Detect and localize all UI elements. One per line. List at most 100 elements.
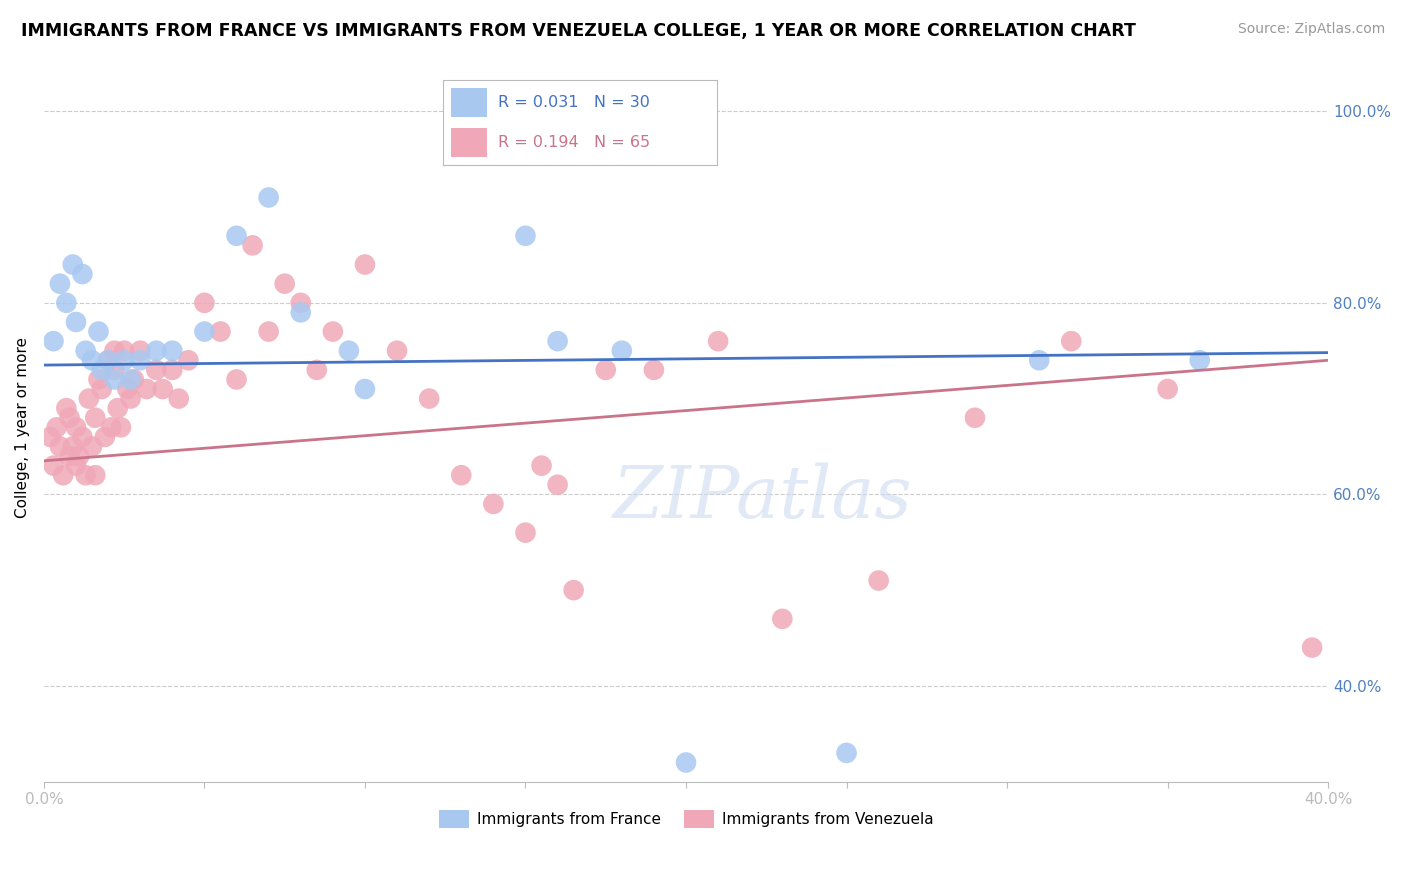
- Point: [58, 449, 80, 463]
- Point: [209, 325, 232, 339]
- Point: [225, 372, 247, 386]
- Point: [257, 190, 280, 204]
- Point: [193, 325, 215, 339]
- Point: [963, 410, 986, 425]
- Point: [610, 343, 633, 358]
- Point: [84, 410, 107, 425]
- Point: [65, 315, 87, 329]
- Point: [107, 401, 129, 416]
- Point: [482, 497, 505, 511]
- Point: [562, 583, 585, 598]
- Point: [58, 410, 80, 425]
- Point: [193, 295, 215, 310]
- Point: [100, 420, 122, 434]
- Point: [167, 392, 190, 406]
- Point: [129, 353, 152, 368]
- Point: [145, 363, 167, 377]
- Point: [450, 468, 472, 483]
- Point: [354, 382, 377, 396]
- Point: [135, 382, 157, 396]
- Point: [322, 325, 344, 339]
- Text: R = 0.031   N = 30: R = 0.031 N = 30: [498, 95, 650, 110]
- Point: [530, 458, 553, 473]
- Point: [49, 440, 72, 454]
- Point: [290, 295, 312, 310]
- Point: [273, 277, 295, 291]
- Point: [129, 343, 152, 358]
- Point: [77, 392, 100, 406]
- Point: [1028, 353, 1050, 368]
- Point: [257, 325, 280, 339]
- Point: [177, 353, 200, 368]
- Point: [80, 353, 103, 368]
- Point: [75, 468, 97, 483]
- Point: [1188, 353, 1211, 368]
- Point: [55, 401, 77, 416]
- Point: [162, 363, 184, 377]
- Point: [112, 353, 135, 368]
- Point: [72, 430, 94, 444]
- Point: [120, 392, 142, 406]
- Point: [385, 343, 408, 358]
- Point: [55, 295, 77, 310]
- Point: [162, 343, 184, 358]
- Point: [62, 258, 84, 272]
- Point: [49, 277, 72, 291]
- Point: [110, 420, 132, 434]
- Point: [835, 746, 858, 760]
- Point: [90, 382, 112, 396]
- Point: [145, 343, 167, 358]
- Legend: Immigrants from France, Immigrants from Venezuela: Immigrants from France, Immigrants from …: [433, 805, 939, 834]
- Point: [643, 363, 665, 377]
- Point: [305, 363, 328, 377]
- Point: [707, 334, 730, 348]
- Point: [94, 430, 117, 444]
- Point: [75, 343, 97, 358]
- Point: [1301, 640, 1323, 655]
- Point: [62, 440, 84, 454]
- Text: Source: ZipAtlas.com: Source: ZipAtlas.com: [1237, 22, 1385, 37]
- Point: [65, 458, 87, 473]
- Text: IMMIGRANTS FROM FRANCE VS IMMIGRANTS FROM VENEZUELA COLLEGE, 1 YEAR OR MORE CORR: IMMIGRANTS FROM FRANCE VS IMMIGRANTS FRO…: [21, 22, 1136, 40]
- Point: [67, 449, 90, 463]
- FancyBboxPatch shape: [451, 128, 486, 157]
- Point: [87, 325, 110, 339]
- Point: [1156, 382, 1178, 396]
- Point: [97, 353, 120, 368]
- Point: [595, 363, 617, 377]
- Point: [39, 430, 62, 444]
- Point: [65, 420, 87, 434]
- Point: [868, 574, 890, 588]
- Point: [72, 267, 94, 281]
- Point: [418, 392, 440, 406]
- FancyBboxPatch shape: [451, 88, 486, 117]
- Point: [103, 343, 125, 358]
- Point: [80, 440, 103, 454]
- Point: [337, 343, 360, 358]
- Text: ZIPatlas: ZIPatlas: [613, 463, 912, 533]
- Point: [103, 372, 125, 386]
- Point: [97, 353, 120, 368]
- Point: [152, 382, 174, 396]
- Point: [675, 756, 697, 770]
- Point: [770, 612, 793, 626]
- Point: [117, 382, 139, 396]
- Point: [242, 238, 264, 252]
- Point: [290, 305, 312, 319]
- Point: [120, 372, 142, 386]
- Point: [45, 420, 67, 434]
- Point: [1060, 334, 1083, 348]
- Text: R = 0.194   N = 65: R = 0.194 N = 65: [498, 135, 650, 150]
- Point: [112, 343, 135, 358]
- Point: [122, 372, 145, 386]
- Y-axis label: College, 1 year or more: College, 1 year or more: [15, 337, 30, 518]
- Point: [354, 258, 377, 272]
- Point: [225, 228, 247, 243]
- Point: [84, 468, 107, 483]
- Point: [42, 458, 65, 473]
- Point: [52, 468, 75, 483]
- Point: [103, 363, 125, 377]
- Point: [87, 372, 110, 386]
- Point: [515, 228, 537, 243]
- Point: [90, 363, 112, 377]
